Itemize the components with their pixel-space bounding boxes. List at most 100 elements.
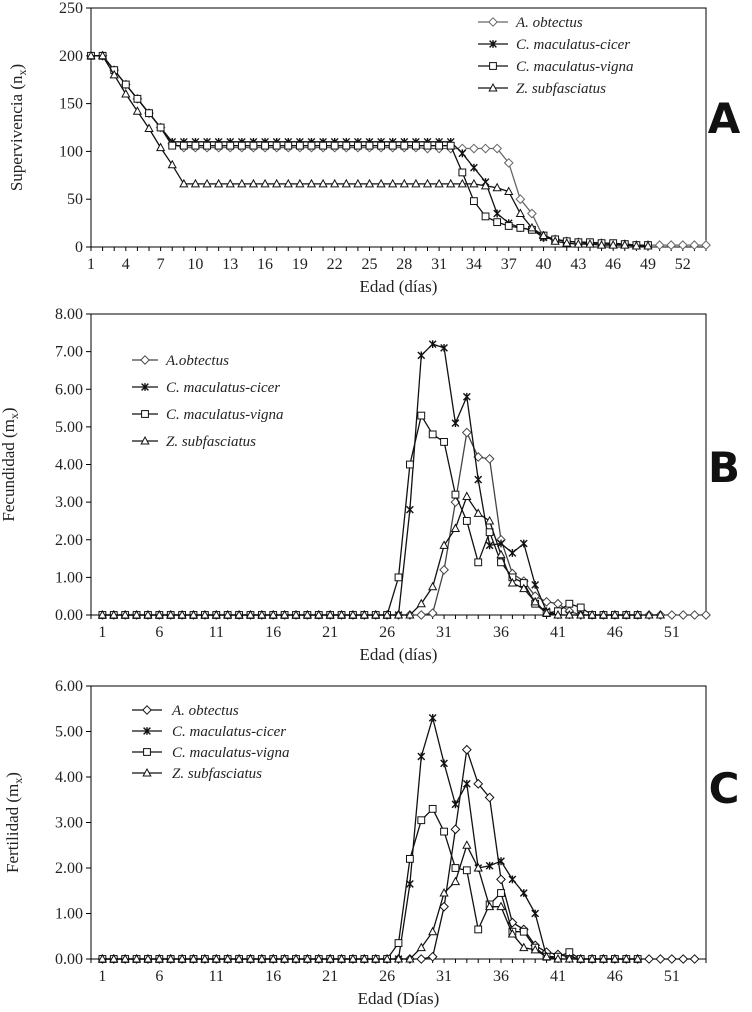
x-axis: 1 6 11 16 21 26 31 36 41 46 51 <box>90 615 707 641</box>
data-point <box>257 953 267 963</box>
plot-frame <box>90 685 707 960</box>
x-axis-label: Edad (días) <box>360 645 438 664</box>
legend-label: A.obtectus <box>165 353 229 369</box>
data-point <box>446 141 455 150</box>
data-point <box>516 223 525 232</box>
x-tick-label: 11 <box>209 968 224 985</box>
data-point <box>203 141 211 150</box>
data-point <box>530 596 540 606</box>
data-point <box>450 523 461 532</box>
series-z-subfasciatus <box>86 50 653 250</box>
data-point <box>295 178 305 188</box>
data-point <box>598 609 609 619</box>
data-point <box>428 430 437 439</box>
data-point <box>450 876 461 886</box>
data-point <box>576 603 585 612</box>
y-tick-label: 1.00 <box>55 569 83 586</box>
data-point <box>573 239 583 248</box>
data-point <box>541 951 552 961</box>
legend-marker <box>140 435 150 445</box>
data-point <box>469 178 479 188</box>
data-point <box>306 178 317 188</box>
data-point <box>484 453 495 464</box>
data-point <box>237 178 247 188</box>
data-point <box>553 953 563 963</box>
data-point <box>462 491 472 500</box>
x-tick-label: 19 <box>292 256 308 273</box>
data-point <box>291 609 301 619</box>
data-point <box>283 178 293 188</box>
data-point <box>353 141 362 150</box>
y-axis-label: Fecundidad (mx) <box>0 407 21 521</box>
data-point <box>131 609 142 619</box>
data-point <box>416 598 426 608</box>
data-point <box>565 599 574 608</box>
x-tick-label: 6 <box>155 968 163 985</box>
x-tick-label: 26 <box>379 968 395 985</box>
data-point <box>428 713 437 722</box>
data-point <box>279 953 290 963</box>
data-point <box>435 141 444 150</box>
chart-panel-C: 0.001.002.003.004.005.006.001 6 11 16 21 26 31… <box>3 678 739 1008</box>
x-axis-label: Edad (días) <box>360 277 438 296</box>
legend-marker <box>143 748 151 756</box>
data-point <box>382 953 392 963</box>
x-tick-label: 41 <box>550 624 566 641</box>
y-tick-label: 250 <box>59 0 83 17</box>
data-point <box>474 925 483 934</box>
data-point <box>279 609 290 619</box>
x-tick-label: 16 <box>265 624 281 641</box>
data-point <box>325 609 335 619</box>
plot-frame <box>90 7 707 248</box>
data-point <box>677 240 688 250</box>
legend-label: C. maculatus-cicer <box>172 724 286 740</box>
data-point <box>365 141 374 150</box>
data-point <box>461 744 472 755</box>
data-point <box>302 609 313 619</box>
data-point <box>341 178 351 188</box>
data-point <box>330 141 339 150</box>
x-tick-label: 46 <box>607 968 623 985</box>
data-point <box>179 141 188 150</box>
data-point <box>480 180 491 190</box>
data-point <box>248 178 259 188</box>
data-point <box>474 558 483 567</box>
data-point <box>200 953 210 963</box>
legend-marker <box>489 40 497 48</box>
data-point <box>527 222 537 232</box>
x-tick-label: 26 <box>379 624 395 641</box>
y-tick-label: 5.00 <box>55 724 83 741</box>
chart-panel-A: 0 50 100 150 200 250 1 4 7 10 13 16 19 22 25 28 31 34 37 40… <box>7 0 741 296</box>
data-point <box>497 539 505 548</box>
data-point <box>405 505 414 514</box>
legend-entry: A.obtectus <box>132 353 229 369</box>
data-point <box>666 240 677 250</box>
x-tick-label: 25 <box>361 256 377 273</box>
legend-marker <box>488 82 498 92</box>
data-point <box>376 178 386 188</box>
data-point <box>439 540 449 549</box>
data-point <box>553 609 563 619</box>
data-point <box>405 855 414 863</box>
x-tick-label: 4 <box>122 256 130 273</box>
data-point <box>245 953 256 963</box>
data-point <box>214 141 223 150</box>
data-point <box>497 889 505 897</box>
x-axis-label: Edad (Días) <box>358 989 440 1008</box>
data-point <box>596 240 607 249</box>
data-point <box>689 954 700 964</box>
x-tick-label: 16 <box>265 968 281 985</box>
data-point <box>564 953 574 963</box>
legend-label: Z. subfasciatus <box>166 434 256 450</box>
y-tick-label: 50 <box>67 191 83 208</box>
data-point <box>109 69 119 79</box>
legend-entry: C. maculatus-vigna <box>478 59 634 75</box>
data-point <box>133 94 142 103</box>
data-point <box>496 874 506 885</box>
data-point <box>121 80 130 89</box>
data-point <box>462 779 471 788</box>
data-point <box>587 953 597 963</box>
x-tick-label: 46 <box>605 256 621 273</box>
data-point <box>211 609 221 619</box>
data-point <box>576 609 586 619</box>
